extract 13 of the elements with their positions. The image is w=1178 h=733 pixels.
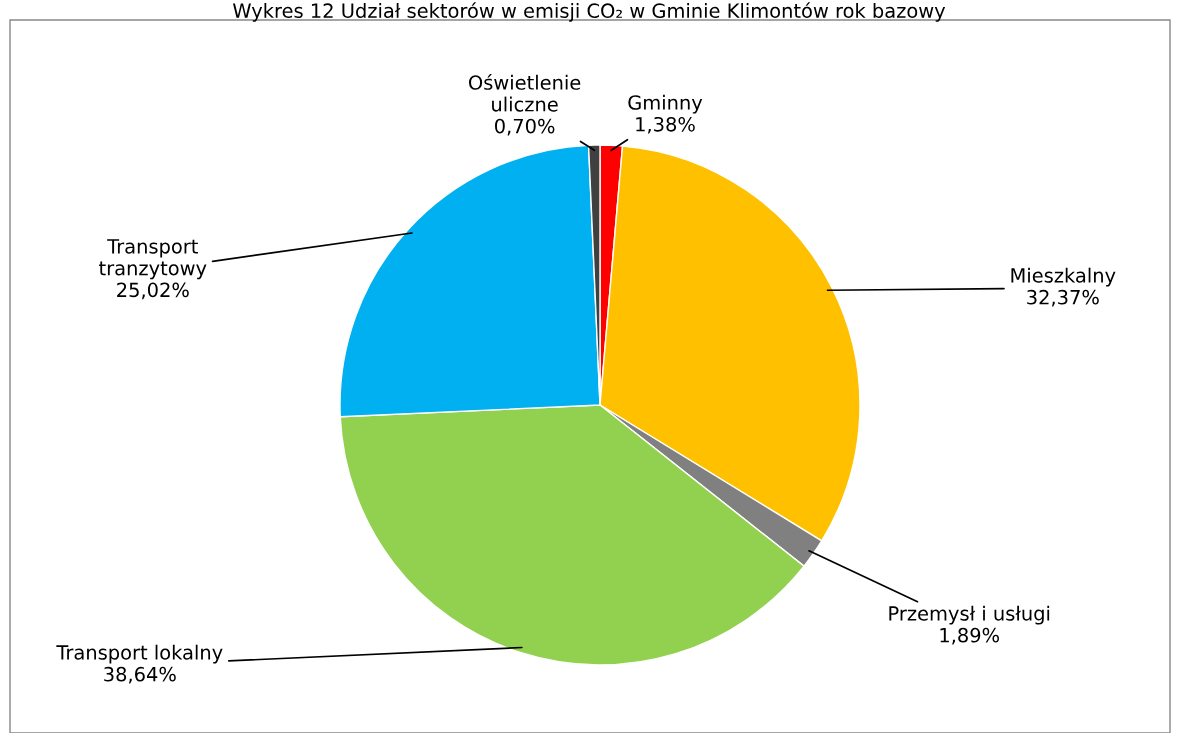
- slice-label: Mieszkalny: [1011, 267, 1116, 287]
- slice-label: Oświetlenie uliczne: [469, 74, 581, 112]
- slice-label: Gminny: [628, 94, 703, 114]
- slice-label: Przemysł i usługi: [889, 605, 1050, 625]
- data-label: 1,89%: [940, 627, 1000, 645]
- data-label: 25,02%: [117, 282, 189, 300]
- slice-label: Transport lokalny: [56, 644, 223, 664]
- data-label: 1,38%: [636, 116, 695, 134]
- chart-title: Wykres 12 Udział sektorów w emisji CO₂ w Gminie Klimontów rok bazowy: [232, 2, 946, 22]
- data-label: 38,64%: [104, 666, 176, 684]
- slice-label: Transport tranzytowy: [99, 239, 207, 280]
- data-label: 32,37%: [1027, 289, 1099, 307]
- data-label: 0,70%: [495, 118, 555, 136]
